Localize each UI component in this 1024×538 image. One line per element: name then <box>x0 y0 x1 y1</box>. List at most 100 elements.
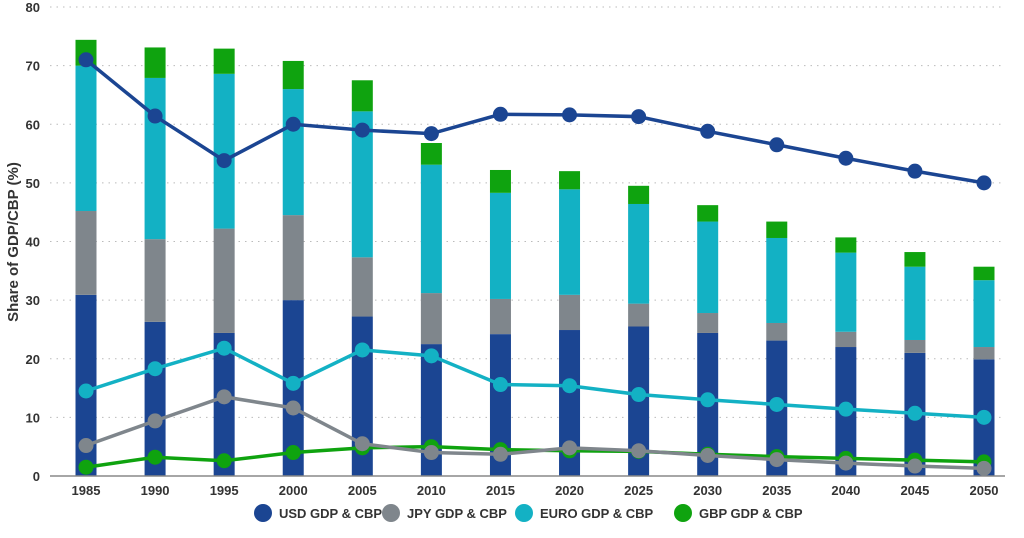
bar-segment <box>213 73 235 229</box>
bar-segment <box>144 47 166 78</box>
bar-segment <box>628 303 650 327</box>
legend-label: GBP GDP & CBP <box>699 506 803 521</box>
data-point <box>285 116 301 132</box>
x-tick-label: 1990 <box>141 483 170 498</box>
data-point <box>838 150 854 166</box>
bar-segment <box>766 237 788 323</box>
data-point <box>492 446 508 462</box>
bar-segment <box>628 203 650 304</box>
bar-segment <box>904 252 926 267</box>
y-tick-label: 60 <box>26 117 40 132</box>
legend-marker <box>254 504 272 522</box>
data-point <box>492 377 508 393</box>
series-line <box>85 346 985 420</box>
x-tick-label: 1995 <box>210 483 239 498</box>
y-tick-label: 40 <box>26 235 40 250</box>
y-tick-label: 10 <box>26 410 40 425</box>
bar-segment <box>628 185 650 204</box>
y-tick-label: 0 <box>33 469 40 484</box>
data-point <box>354 342 370 358</box>
bar-segment <box>904 339 926 353</box>
y-tick-label: 70 <box>26 59 40 74</box>
bar-segment <box>213 228 235 333</box>
x-tick-label: 2005 <box>348 483 377 498</box>
bar-segment <box>351 111 373 258</box>
bar-segment <box>420 293 442 345</box>
bar-segment <box>489 298 511 335</box>
x-axis-ticks: 1985 1990 1995 2000 2005 2010 2015 2020 2025 2030… <box>72 483 999 498</box>
data-point <box>147 449 163 465</box>
data-point <box>354 122 370 138</box>
bar-segment <box>559 294 581 331</box>
bar-segment <box>559 330 581 476</box>
data-point <box>700 123 716 139</box>
bar-segment <box>766 221 788 238</box>
data-point <box>423 348 439 364</box>
data-point <box>976 460 992 476</box>
x-tick-label: 2000 <box>279 483 308 498</box>
legend-marker <box>674 504 692 522</box>
x-tick-label: 2040 <box>831 483 860 498</box>
x-tick-label: 2015 <box>486 483 515 498</box>
bar-segment <box>904 266 926 340</box>
bar-segment <box>75 65 97 212</box>
legend-marker <box>382 504 400 522</box>
bar-segment <box>766 322 788 341</box>
data-point <box>907 163 923 179</box>
bar-segment <box>282 89 304 216</box>
data-point <box>769 396 785 412</box>
data-point <box>838 455 854 471</box>
bar-segment <box>973 280 995 348</box>
bar-segment <box>213 48 235 74</box>
data-point <box>631 443 647 459</box>
y-tick-label: 30 <box>26 293 40 308</box>
data-point <box>147 361 163 377</box>
x-tick-label: 2025 <box>624 483 653 498</box>
series-line <box>84 58 985 185</box>
data-point <box>216 389 232 405</box>
data-point <box>562 378 578 394</box>
x-tick-label: 2010 <box>417 483 446 498</box>
data-point <box>216 340 232 356</box>
x-tick-label: 1985 <box>72 483 101 498</box>
bar-segment <box>697 313 719 333</box>
x-tick-label: 2020 <box>555 483 584 498</box>
data-point <box>423 126 439 142</box>
x-tick-label: 2045 <box>900 483 929 498</box>
bar-segment <box>835 252 857 332</box>
bar-segment <box>144 77 166 240</box>
bar-segment <box>489 334 511 476</box>
data-point <box>562 440 578 456</box>
bar-segment <box>973 266 995 281</box>
bar-segment <box>282 215 304 301</box>
data-point <box>562 107 578 123</box>
bar-segment <box>489 192 511 299</box>
data-point <box>631 387 647 403</box>
data-point <box>78 52 94 68</box>
bar-segment <box>282 60 304 90</box>
bar-segment <box>697 205 719 222</box>
data-point <box>769 452 785 468</box>
data-point <box>769 137 785 153</box>
bar-segment <box>420 164 442 294</box>
legend-label: JPY GDP & CBP <box>407 506 507 521</box>
legend-label: USD GDP & CBP <box>279 506 382 521</box>
x-tick-label: 2050 <box>970 483 999 498</box>
data-point <box>285 400 301 416</box>
bar-segment <box>351 316 373 476</box>
data-point <box>700 392 716 408</box>
data-point <box>631 109 647 125</box>
data-point <box>976 175 992 191</box>
data-point <box>354 436 370 452</box>
data-point <box>285 375 301 391</box>
bar-segment <box>973 347 995 360</box>
data-point <box>907 458 923 474</box>
data-point <box>492 106 508 122</box>
data-point <box>78 383 94 399</box>
y-tick-label: 80 <box>26 0 40 15</box>
y-axis-label: Share of GDP/CBP (%) <box>5 162 22 322</box>
y-tick-label: 50 <box>26 176 40 191</box>
data-point <box>423 445 439 461</box>
data-point <box>78 438 94 454</box>
y-axis-ticks: 0 10 20 30 40 50 60 70 80 <box>26 0 40 484</box>
